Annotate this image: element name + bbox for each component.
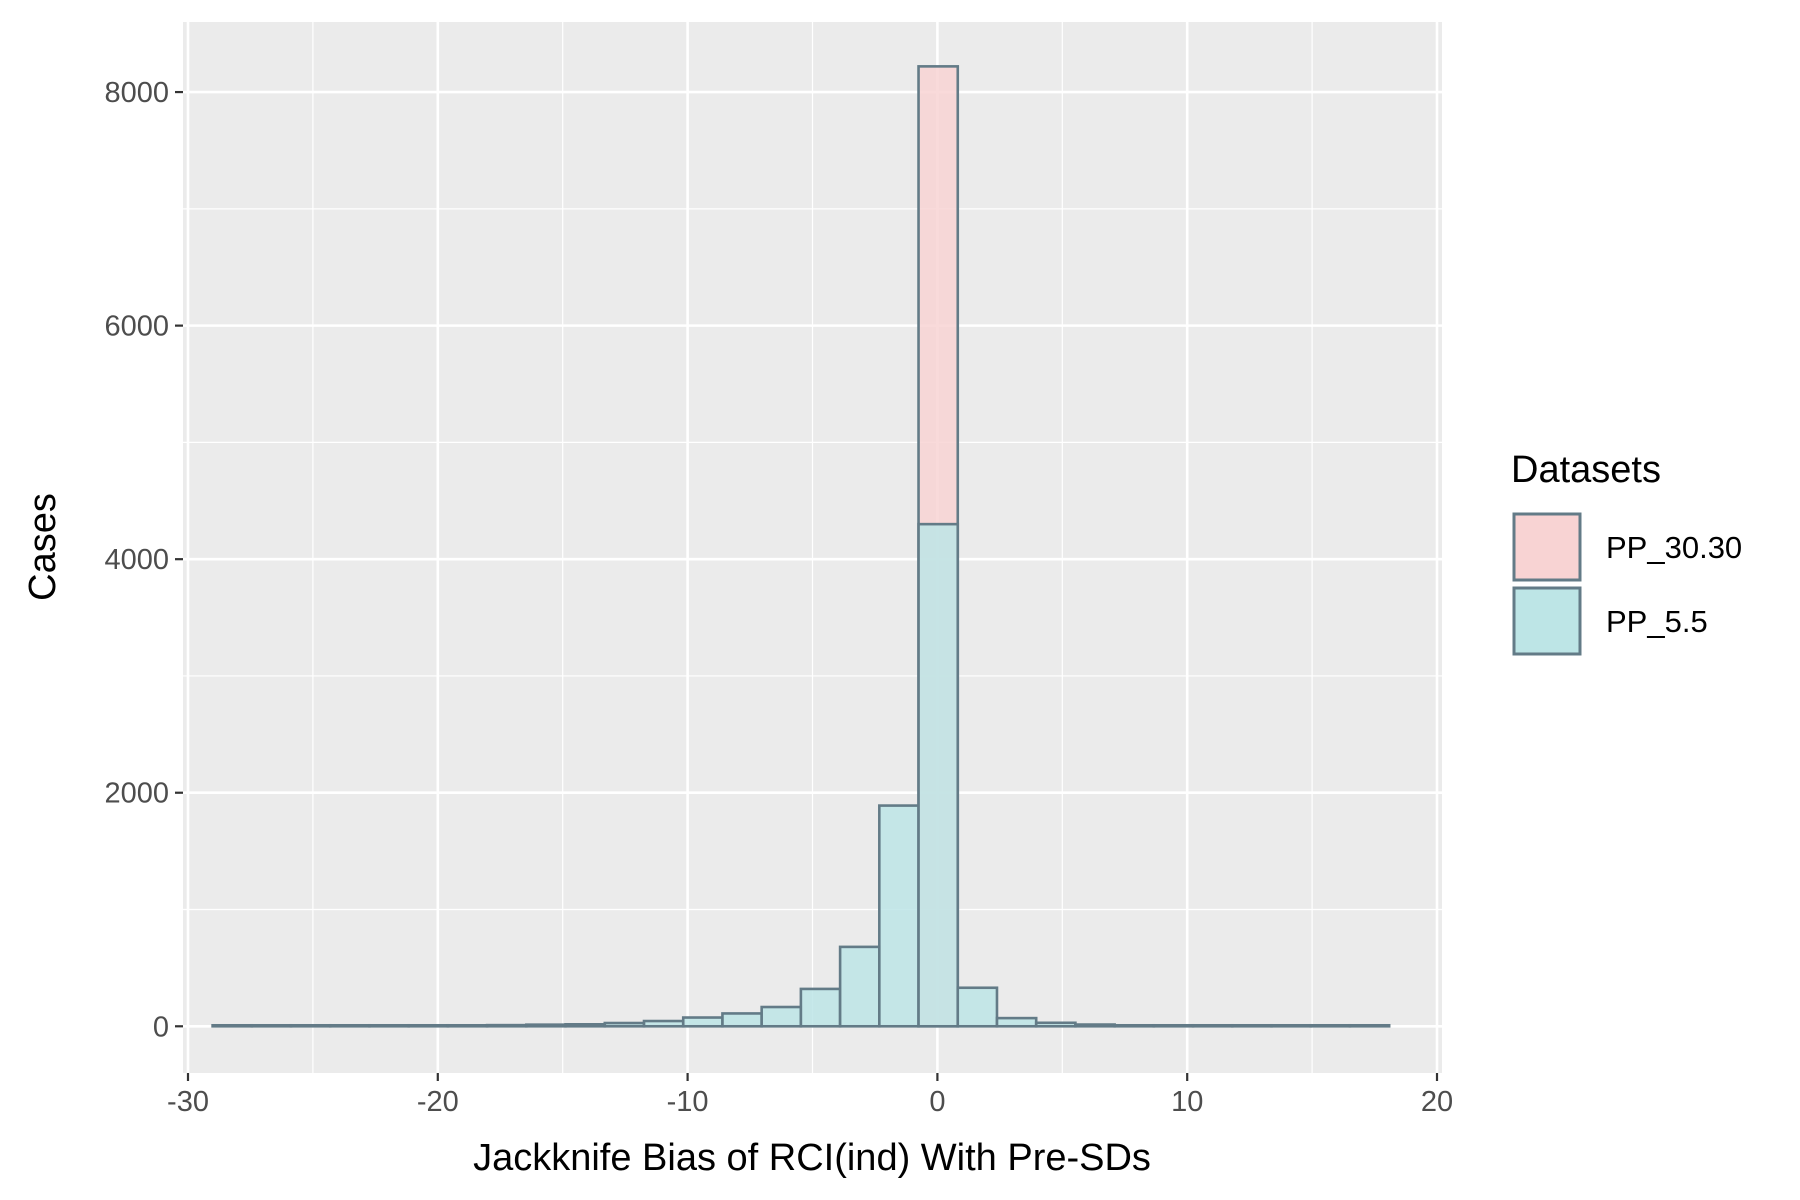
bar-pp-5-5	[289, 1023, 332, 1028]
bar-pp-5-5	[760, 1005, 803, 1028]
grid-lines	[183, 22, 1442, 1073]
bar-pp-5-5	[878, 804, 920, 1028]
bar-pp-5-5	[1309, 1023, 1352, 1028]
bar-pp-5-5	[838, 945, 881, 1028]
bar-pp-5-5	[1113, 1023, 1156, 1028]
x-axis-title: Jackknife Bias of RCI(ind) With Pre-SDs	[473, 1137, 1151, 1179]
y-axis-title: Cases	[22, 493, 64, 601]
bar-pp-5-5	[368, 1023, 410, 1028]
legend-key-pp-5-5	[1512, 586, 1582, 656]
bar-pp-5-5	[642, 1019, 685, 1028]
bar-pp-5-5	[446, 1023, 489, 1028]
bar-pp-5-5	[485, 1023, 528, 1028]
bar-pp-5-5	[956, 986, 999, 1028]
x-tick-label: -10	[667, 1086, 709, 1118]
bar-pp-5-5	[211, 1023, 254, 1028]
y-tick-label: 2000	[104, 778, 169, 810]
legend-label-pp-30-30: PP_30.30	[1606, 530, 1742, 565]
bar-pp-5-5	[917, 522, 960, 1028]
bar-pp-5-5	[603, 1021, 646, 1028]
bar-pp-5-5	[1034, 1021, 1077, 1028]
y-axis: 0 2000 4000 6000 8000	[104, 77, 183, 1043]
bars	[211, 65, 1391, 1028]
y-tick-label: 4000	[104, 544, 169, 576]
bar-pp-5-5	[525, 1023, 567, 1028]
legend: Datasets PP_30.30 PP_5.5	[1511, 449, 1742, 656]
x-tick-label: 0	[929, 1086, 945, 1118]
bar-pp-5-5	[799, 987, 842, 1028]
y-tick-label: 0	[153, 1011, 169, 1043]
bar-pp-5-5	[407, 1023, 450, 1028]
bar-pp-5-5	[328, 1023, 371, 1028]
bar-pp-5-5	[250, 1023, 293, 1028]
bar-pp-5-5	[1152, 1023, 1195, 1028]
bar-pp-5-5	[1191, 1023, 1234, 1028]
bar-pp-5-5	[681, 1016, 724, 1028]
x-axis: -30 -20 -10 0 10 20	[167, 1073, 1453, 1118]
bar-pp-5-5	[564, 1023, 607, 1028]
x-tick-label: -30	[167, 1086, 209, 1118]
x-tick-label: 20	[1421, 1086, 1453, 1118]
bar-pp-5-5	[1270, 1023, 1313, 1028]
x-tick-label: -20	[417, 1086, 459, 1118]
bar-pp-5-5	[721, 1012, 763, 1028]
x-tick-label: 10	[1171, 1086, 1203, 1118]
bar-pp-5-5	[1074, 1023, 1116, 1028]
legend-title: Datasets	[1511, 449, 1661, 491]
y-tick-label: 8000	[104, 77, 169, 109]
bar-pp-5-5	[995, 1016, 1038, 1028]
y-tick-label: 6000	[104, 311, 169, 343]
bar-pp-5-5	[1348, 1023, 1391, 1028]
legend-label-pp-5-5: PP_5.5	[1606, 604, 1708, 639]
legend-key-pp-30-30	[1512, 512, 1582, 582]
bar-pp-5-5	[1230, 1023, 1273, 1028]
